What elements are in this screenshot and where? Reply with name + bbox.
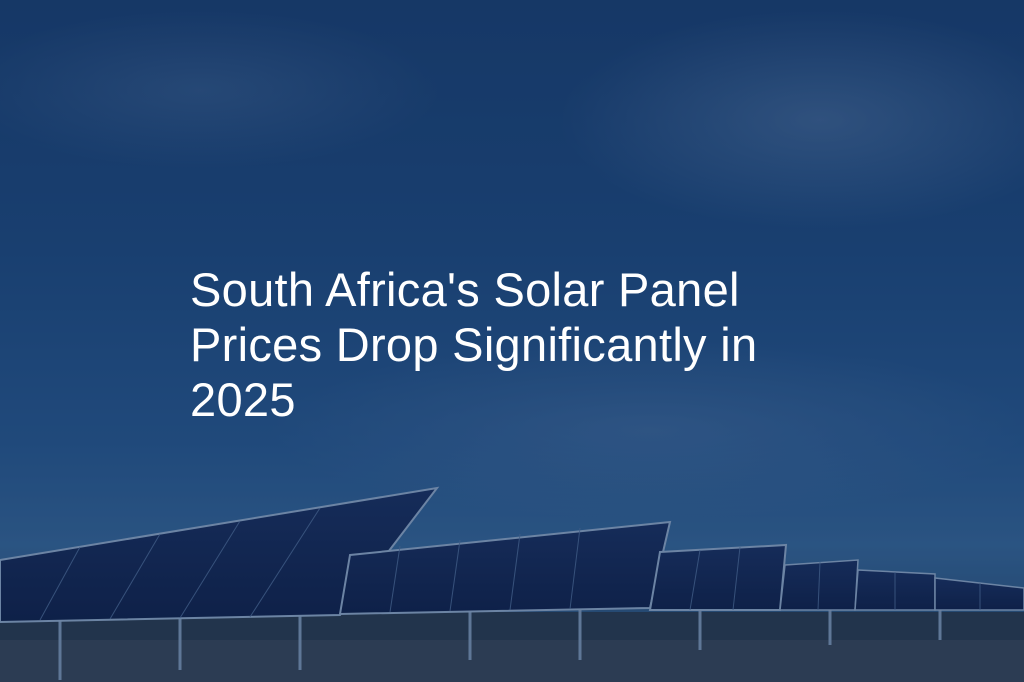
article-title: South Africa's Solar Panel Prices Drop S…: [190, 263, 758, 426]
